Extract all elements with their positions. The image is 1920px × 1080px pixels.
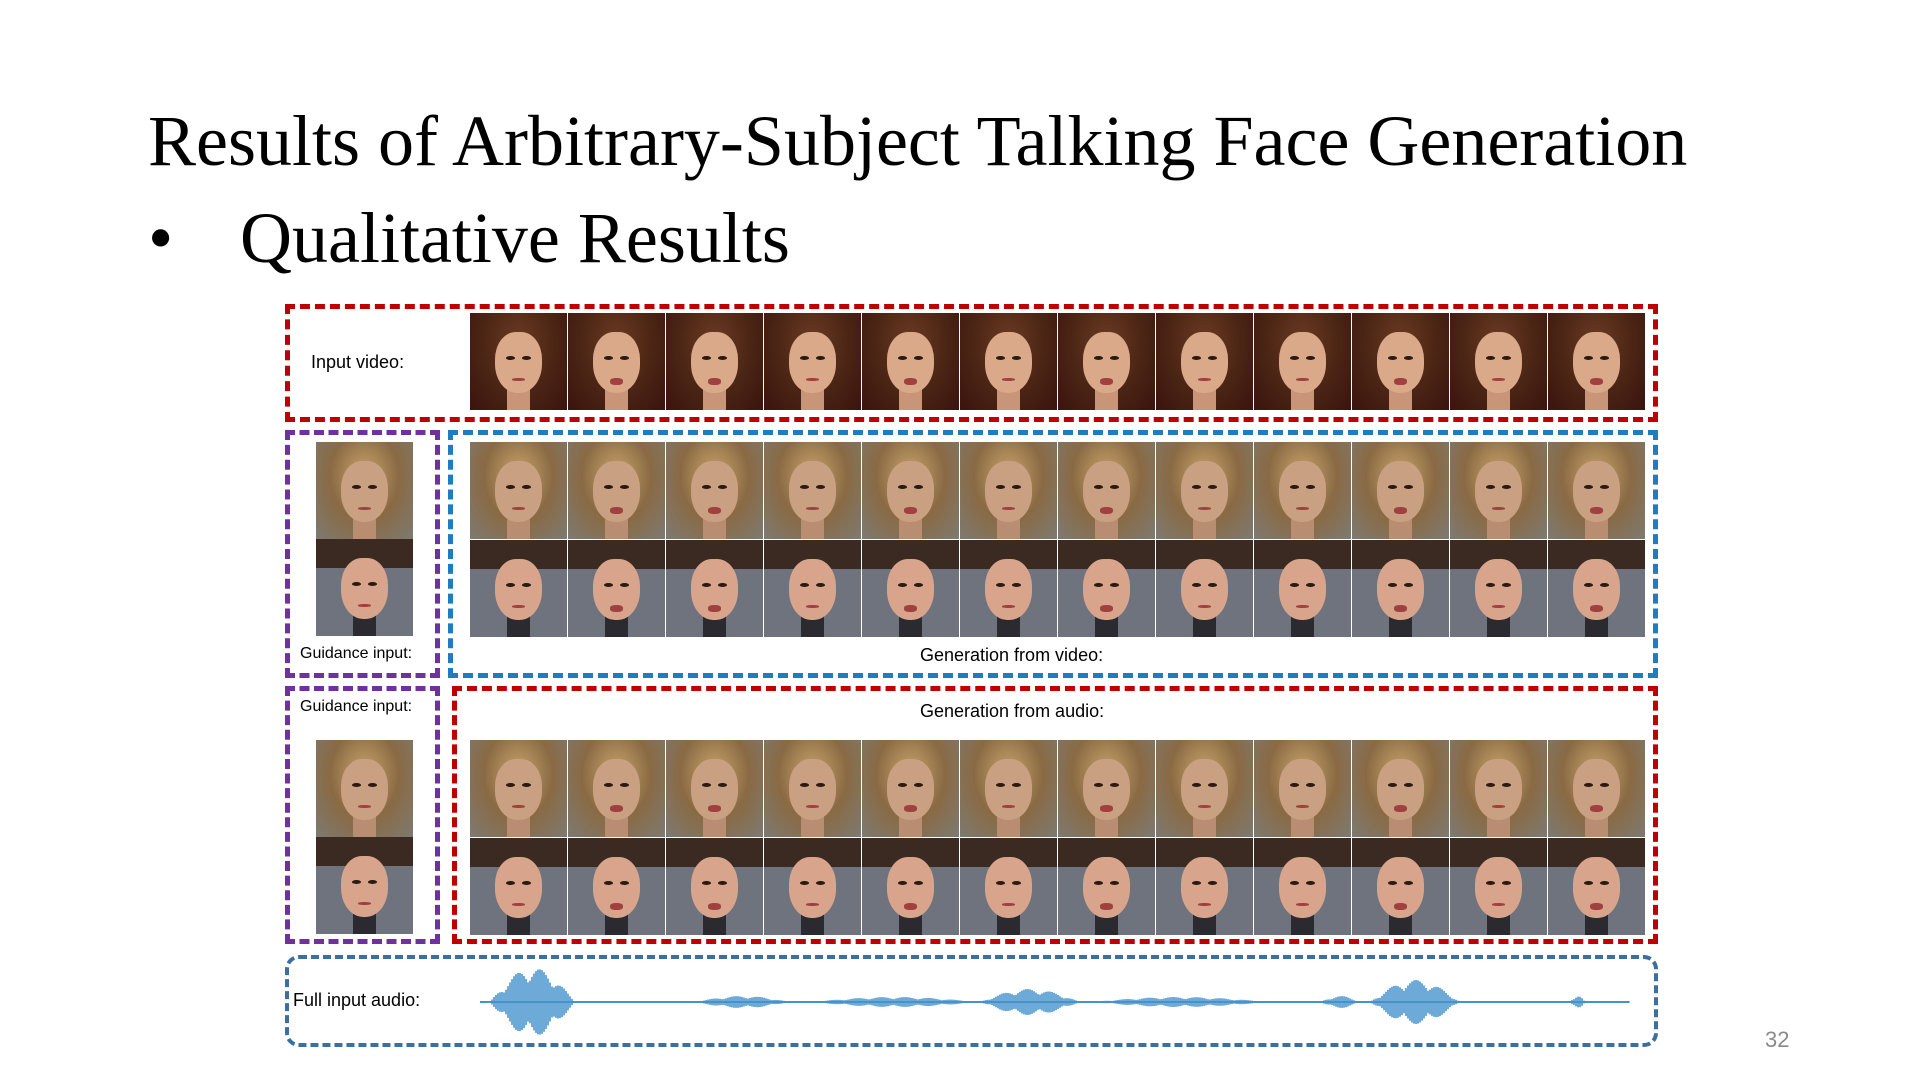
face-frame bbox=[1254, 540, 1351, 637]
face-frame bbox=[470, 313, 567, 410]
face-frame bbox=[764, 740, 861, 837]
generated-video-row-2 bbox=[470, 540, 1646, 637]
face-frame bbox=[1450, 540, 1547, 637]
full-input-audio-label: Full input audio: bbox=[293, 990, 421, 1010]
face-frame bbox=[862, 540, 959, 637]
page-number: 32 bbox=[1765, 1027, 1790, 1052]
face-frame bbox=[316, 740, 413, 837]
face-frame bbox=[666, 540, 763, 637]
face-frame bbox=[862, 313, 959, 410]
face-frame bbox=[862, 442, 959, 539]
face-frame bbox=[862, 740, 959, 837]
face-frame bbox=[1352, 313, 1449, 410]
face-frame bbox=[666, 313, 763, 410]
face-frame bbox=[764, 540, 861, 637]
guidance-input-label-bottom: Guidance input: bbox=[300, 698, 413, 715]
slide-title: Results of Arbitrary-Subject Talking Fac… bbox=[148, 101, 1688, 181]
guidance-frames-top bbox=[316, 442, 414, 636]
generation-from-audio-box bbox=[452, 686, 1658, 944]
bullet-text: Qualitative Results bbox=[240, 198, 790, 278]
face-frame bbox=[1058, 313, 1155, 410]
face-frame bbox=[666, 740, 763, 837]
input-video-box bbox=[285, 304, 1658, 422]
face-frame bbox=[568, 313, 665, 410]
audio-waveform bbox=[480, 969, 1630, 1035]
face-frame bbox=[764, 838, 861, 935]
face-frame bbox=[960, 740, 1057, 837]
generated-audio-row-2 bbox=[470, 838, 1646, 935]
guidance-input-box-top bbox=[285, 430, 440, 678]
face-frame bbox=[960, 838, 1057, 935]
face-frame bbox=[960, 540, 1057, 637]
face-frame bbox=[1156, 442, 1253, 539]
face-frame bbox=[666, 442, 763, 539]
face-frame bbox=[470, 540, 567, 637]
face-frame bbox=[666, 838, 763, 935]
face-frame bbox=[1058, 442, 1155, 539]
face-frame bbox=[568, 540, 665, 637]
full-input-audio-box bbox=[285, 955, 1658, 1047]
face-frame bbox=[1450, 740, 1547, 837]
face-frame bbox=[1548, 540, 1645, 637]
face-frame bbox=[1548, 442, 1645, 539]
face-frame bbox=[1450, 313, 1547, 410]
generation-from-audio-label: Generation from audio: bbox=[920, 701, 1105, 721]
face-frame bbox=[960, 313, 1057, 410]
generation-from-video-box bbox=[448, 430, 1658, 678]
face-frame bbox=[1058, 540, 1155, 637]
face-frame bbox=[1548, 313, 1645, 410]
face-frame bbox=[764, 313, 861, 410]
face-frame bbox=[1450, 442, 1547, 539]
face-frame bbox=[1058, 740, 1155, 837]
face-frame bbox=[568, 442, 665, 539]
face-frame bbox=[1156, 313, 1253, 410]
guidance-input-label-top: Guidance input: bbox=[300, 645, 413, 662]
input-video-frames bbox=[470, 313, 1646, 410]
face-frame bbox=[316, 539, 413, 636]
generated-audio-row-1 bbox=[470, 740, 1646, 837]
face-frame bbox=[862, 838, 959, 935]
face-frame bbox=[1254, 740, 1351, 837]
face-frame bbox=[470, 838, 567, 935]
face-frame bbox=[1254, 313, 1351, 410]
guidance-frames-bottom bbox=[316, 740, 414, 934]
face-frame bbox=[960, 442, 1057, 539]
face-frame bbox=[316, 837, 413, 934]
face-frame bbox=[1548, 740, 1645, 837]
face-frame bbox=[568, 740, 665, 837]
face-frame bbox=[1254, 442, 1351, 539]
face-frame bbox=[1156, 838, 1253, 935]
face-frame bbox=[470, 740, 567, 837]
face-frame bbox=[764, 442, 861, 539]
face-frame bbox=[1352, 838, 1449, 935]
face-frame bbox=[1058, 838, 1155, 935]
face-frame bbox=[470, 442, 567, 539]
generation-from-video-label: Generation from video: bbox=[920, 645, 1104, 665]
face-frame bbox=[1156, 540, 1253, 637]
guidance-input-box-bottom bbox=[285, 686, 440, 944]
face-frame bbox=[1352, 442, 1449, 539]
face-frame bbox=[1548, 838, 1645, 935]
bullet-marker: • bbox=[148, 198, 174, 278]
face-frame bbox=[1450, 838, 1547, 935]
face-frame bbox=[1254, 838, 1351, 935]
face-frame bbox=[1352, 540, 1449, 637]
face-frame bbox=[568, 838, 665, 935]
face-frame bbox=[1352, 740, 1449, 837]
face-frame bbox=[316, 442, 413, 539]
bullet-item: • Qualitative Results bbox=[148, 195, 790, 281]
generated-video-row-1 bbox=[470, 442, 1646, 539]
input-video-label: Input video: bbox=[311, 352, 405, 372]
face-frame bbox=[1156, 740, 1253, 837]
